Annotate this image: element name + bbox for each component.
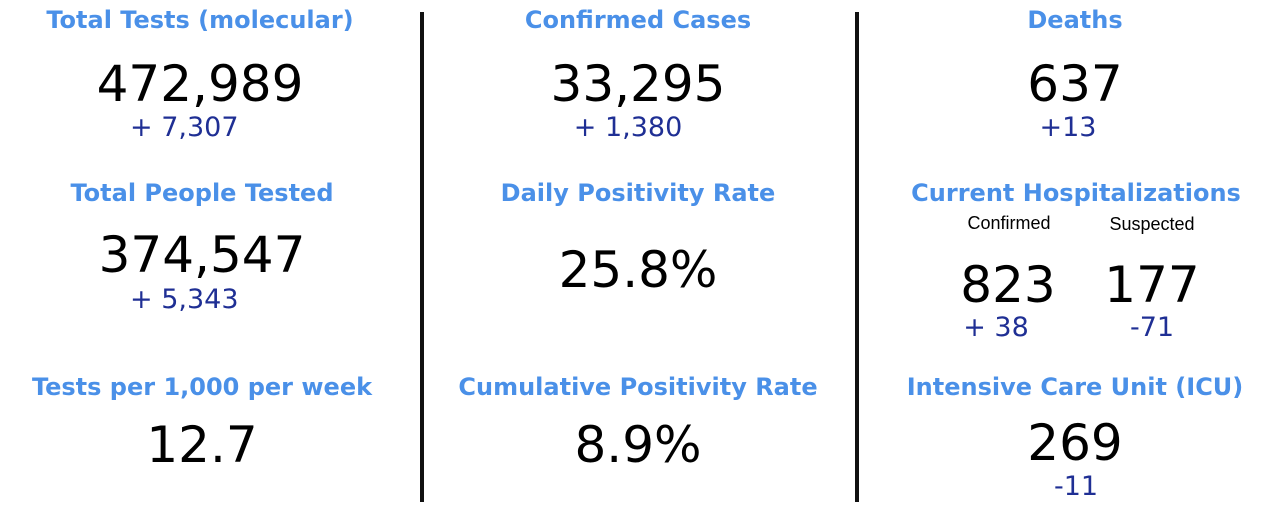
tests-per-1000-title: Tests per 1,000 per week bbox=[31, 373, 373, 401]
total-tests-delta: + 7,307 bbox=[130, 112, 239, 143]
daily-positivity-title: Daily Positivity Rate bbox=[500, 179, 776, 207]
people-tested-title: Total People Tested bbox=[70, 179, 334, 207]
icu-title: Intensive Care Unit (ICU) bbox=[906, 373, 1244, 401]
column-divider-right bbox=[855, 12, 859, 502]
confirmed-cases-title: Confirmed Cases bbox=[524, 6, 752, 34]
cumulative-positivity-title: Cumulative Positivity Rate bbox=[458, 373, 818, 401]
confirmed-cases-value: 33,295 bbox=[550, 55, 726, 113]
hosp-confirmed-delta: + 38 bbox=[963, 312, 1029, 343]
total-tests-value: 472,989 bbox=[96, 55, 304, 113]
people-tested-delta: + 5,343 bbox=[130, 284, 239, 315]
deaths-delta: +13 bbox=[1039, 112, 1097, 143]
hosp-confirmed-value: 823 bbox=[960, 256, 1056, 314]
deaths-title: Deaths bbox=[1027, 6, 1123, 34]
tests-per-1000-value: 12.7 bbox=[146, 416, 258, 474]
hospitalizations-title: Current Hospitalizations bbox=[911, 179, 1241, 207]
hosp-suspected-delta: -71 bbox=[1129, 312, 1175, 343]
total-tests-title: Total Tests (molecular) bbox=[46, 6, 354, 34]
deaths-value: 637 bbox=[1027, 55, 1123, 113]
daily-positivity-value: 25.8% bbox=[558, 241, 718, 299]
cumulative-positivity-value: 8.9% bbox=[574, 416, 702, 474]
hosp-suspected-label: Suspected bbox=[1109, 214, 1195, 234]
hosp-confirmed-label: Confirmed bbox=[967, 213, 1051, 233]
confirmed-cases-delta: + 1,380 bbox=[573, 112, 683, 143]
column-divider-left bbox=[420, 12, 424, 502]
icu-value: 269 bbox=[1027, 414, 1123, 472]
people-tested-value: 374,547 bbox=[98, 226, 306, 284]
icu-delta: -11 bbox=[1053, 471, 1099, 502]
hosp-suspected-value: 177 bbox=[1104, 256, 1200, 314]
